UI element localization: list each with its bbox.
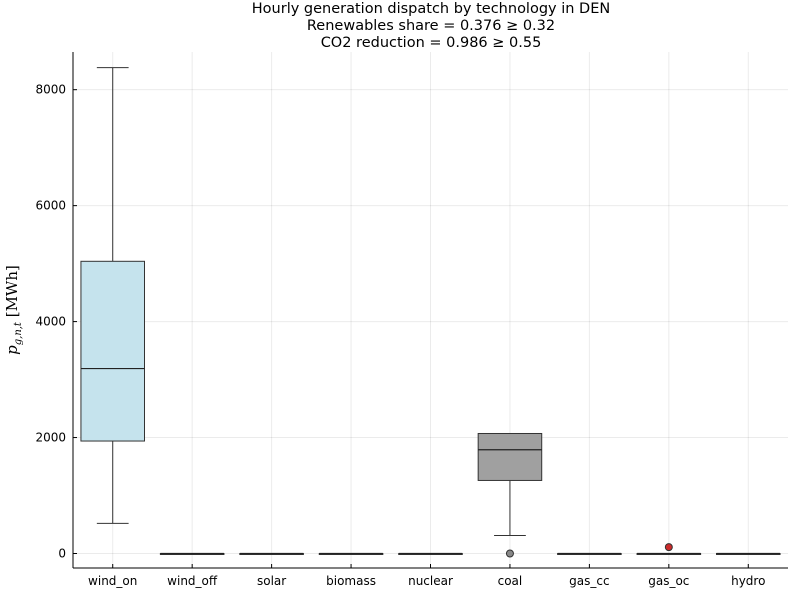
- outlier-point: [664, 543, 673, 552]
- axis-layer: 0 2000 4000 6000 8000 wind_on wind_off solar bio…: [35, 52, 788, 588]
- x-tick-label: wind_off: [167, 574, 218, 588]
- y-tick-label: 0: [58, 547, 66, 561]
- box-wind_on: [80, 67, 145, 524]
- x-tick-label: coal: [498, 574, 523, 588]
- y-tick-label: 6000: [35, 199, 66, 213]
- y-axis-label: pg,n,t [MWh]: [3, 265, 24, 355]
- box-body: [80, 260, 145, 442]
- x-tick-label: gas_oc: [648, 574, 689, 588]
- box-wind_off: [159, 552, 225, 556]
- x-tick-label: biomass: [326, 574, 376, 588]
- outlier-point: [505, 549, 514, 558]
- box-gas_oc: [636, 543, 702, 556]
- y-tick-label: 8000: [35, 83, 66, 97]
- title-line-2: Renewables share = 0.376 ≥ 0.32: [307, 18, 555, 34]
- box-hydro: [716, 552, 781, 556]
- box-biomass: [318, 552, 384, 556]
- box-body: [477, 432, 543, 481]
- grid-layer: [73, 52, 788, 568]
- chart-title: Hourly generation dispatch by technology…: [252, 1, 610, 51]
- x-tick-label: wind_on: [88, 574, 137, 588]
- y-tick-label: 4000: [35, 315, 66, 329]
- x-tick-label: gas_cc: [569, 574, 609, 588]
- x-tick-label: hydro: [731, 574, 765, 588]
- box-solar: [239, 552, 304, 556]
- title-line-3: CO2 reduction = 0.986 ≥ 0.55: [321, 35, 542, 51]
- svg-text:pg,n,t [MWh]: pg,n,t [MWh]: [3, 265, 24, 355]
- x-tick-label: solar: [257, 574, 286, 588]
- box-coal: [477, 432, 543, 558]
- title-line-1: Hourly generation dispatch by technology…: [252, 1, 610, 17]
- box-gas_cc: [557, 552, 622, 556]
- box-layer: [80, 67, 781, 558]
- x-tick-label: nuclear: [408, 574, 453, 588]
- y-tick-label: 2000: [35, 431, 66, 445]
- box-nuclear: [398, 552, 463, 556]
